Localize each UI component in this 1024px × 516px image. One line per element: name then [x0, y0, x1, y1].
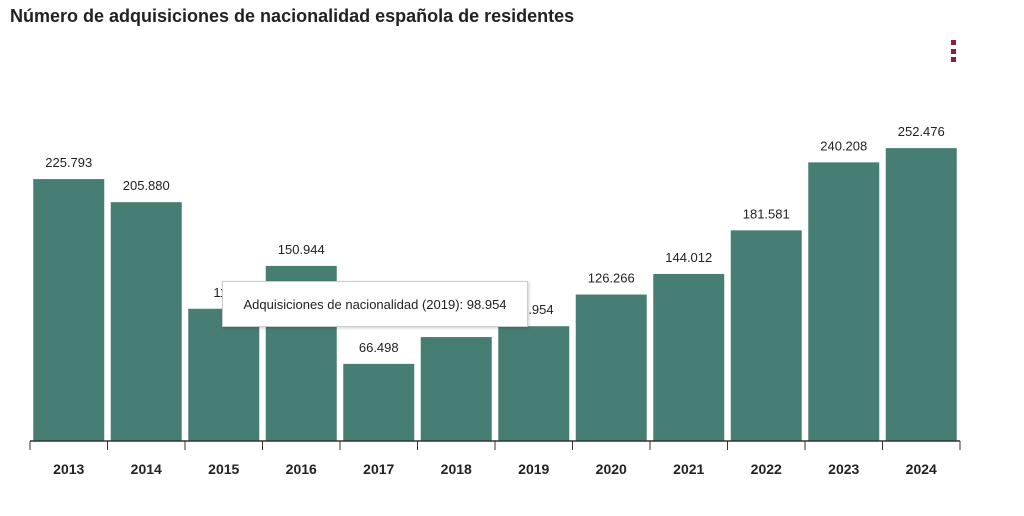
x-tick-label: 2017	[363, 461, 394, 477]
x-tick-label: 2021	[673, 461, 704, 477]
data-label: 225.793	[45, 155, 92, 170]
x-tick-label: 2016	[286, 461, 317, 477]
bar[interactable]	[575, 294, 647, 441]
bar[interactable]	[420, 337, 492, 441]
tooltip: Adquisiciones de nacionalidad (2019): 98…	[222, 281, 528, 327]
kebab-menu-icon[interactable]	[950, 40, 958, 62]
data-label: 181.581	[743, 206, 790, 221]
bar[interactable]	[885, 148, 957, 441]
bar[interactable]	[730, 230, 802, 441]
x-tick-label: 2022	[751, 461, 782, 477]
x-tick-label: 2013	[53, 461, 84, 477]
x-tick-label: 2018	[441, 461, 472, 477]
chart-title: Número de adquisiciones de nacionalidad …	[10, 6, 575, 26]
x-tick-label: 2020	[596, 461, 627, 477]
data-label: 252.476	[898, 124, 945, 139]
data-label: 240.208	[820, 138, 867, 153]
bar[interactable]	[653, 273, 725, 441]
data-label: 150.944	[278, 242, 325, 257]
x-tick-label: 2019	[518, 461, 549, 477]
x-tick-label: 2023	[828, 461, 859, 477]
bar[interactable]	[33, 179, 105, 441]
x-tick-label: 2024	[906, 461, 937, 477]
data-label: 66.498	[359, 340, 399, 355]
x-tick-label: 2015	[208, 461, 239, 477]
bar[interactable]	[498, 326, 570, 441]
data-label: 126.266	[588, 271, 635, 286]
x-tick-label: 2014	[131, 461, 162, 477]
bar[interactable]	[110, 202, 182, 441]
bar[interactable]	[808, 162, 880, 442]
data-label: 205.880	[123, 178, 170, 193]
bar[interactable]	[343, 363, 415, 441]
bar[interactable]	[188, 308, 260, 441]
data-label: 144.012	[665, 250, 712, 265]
